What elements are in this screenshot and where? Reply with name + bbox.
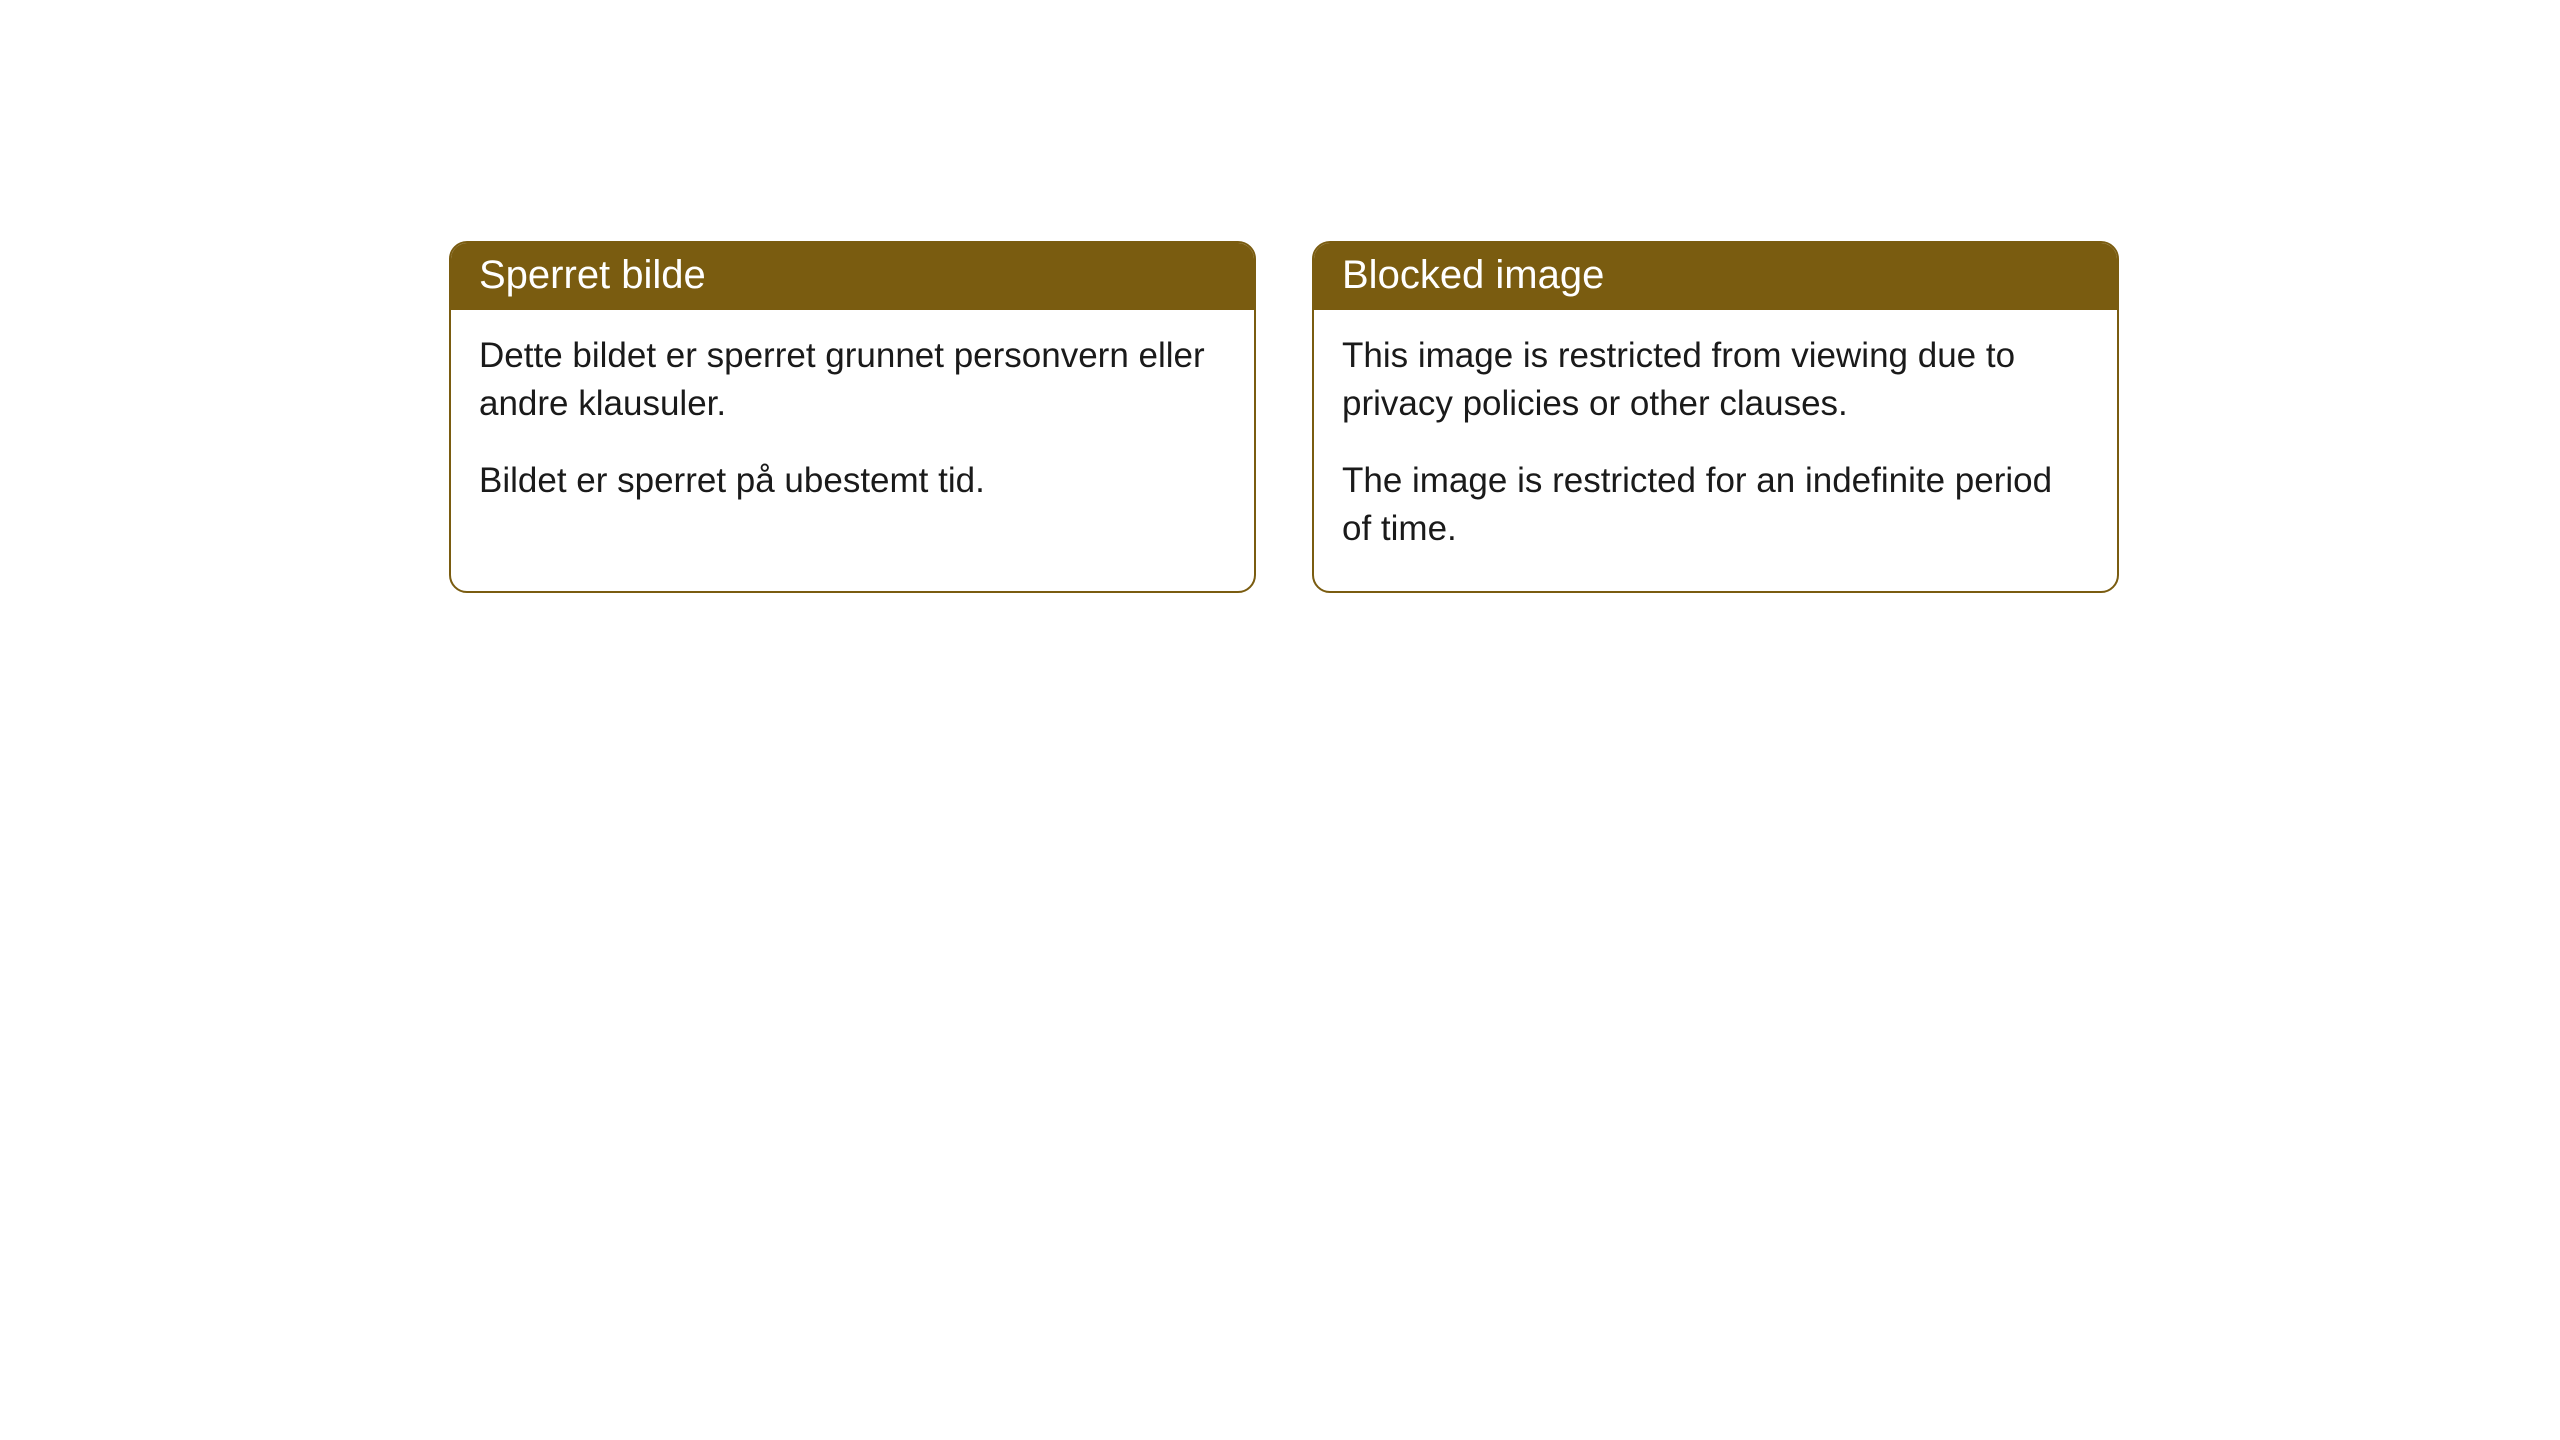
card-header-english: Blocked image [1314,243,2117,310]
card-body-english: This image is restricted from viewing du… [1314,310,2117,591]
cards-container: Sperret bilde Dette bildet er sperret gr… [449,241,2119,593]
card-paragraph: This image is restricted from viewing du… [1342,332,2089,429]
card-english: Blocked image This image is restricted f… [1312,241,2119,593]
card-paragraph: Bildet er sperret på ubestemt tid. [479,457,1226,505]
card-paragraph: Dette bildet er sperret grunnet personve… [479,332,1226,429]
card-body-norwegian: Dette bildet er sperret grunnet personve… [451,310,1254,543]
card-header-norwegian: Sperret bilde [451,243,1254,310]
card-paragraph: The image is restricted for an indefinit… [1342,457,2089,554]
card-norwegian: Sperret bilde Dette bildet er sperret gr… [449,241,1256,593]
